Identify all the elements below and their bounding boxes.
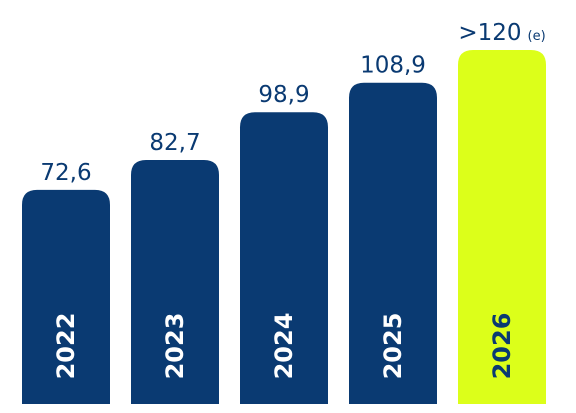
value-label-2026: >120 (e): [458, 20, 545, 46]
category-label-2025: 2025: [379, 313, 407, 380]
category-label-2024: 2024: [270, 313, 298, 380]
estimate-marker: (e): [528, 29, 546, 44]
value-label-2025: 108,9: [360, 53, 426, 79]
value-label-2023: 82,7: [149, 130, 200, 156]
category-label-2022: 2022: [52, 313, 80, 380]
bar-2025: [349, 82, 437, 405]
value-label-2024: 98,9: [258, 82, 309, 108]
bar-2026: [458, 50, 546, 404]
value-label-2022: 72,6: [40, 160, 91, 186]
category-label-2026: 2026: [488, 313, 516, 380]
bar-2023: [131, 160, 219, 404]
bar-2024: [240, 112, 328, 405]
category-label-2023: 2023: [161, 313, 189, 380]
bar-2022: [22, 189, 110, 404]
